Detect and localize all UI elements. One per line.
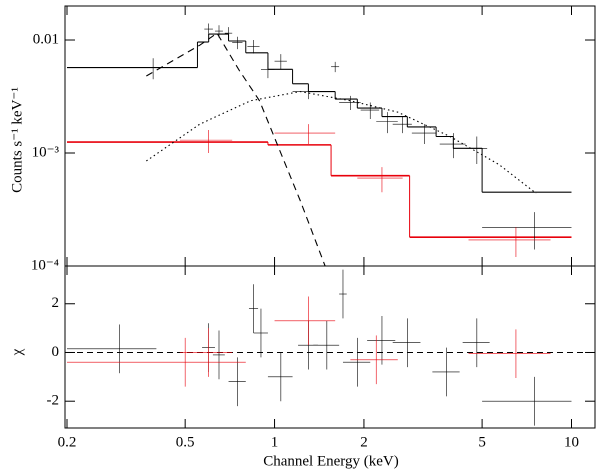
x-tick-label: 1 <box>271 434 279 450</box>
plot-frame <box>64 5 596 267</box>
y-tick-label: 10⁻⁴ <box>31 257 59 273</box>
y-tick-label: 0 <box>52 344 60 360</box>
x-tick-label: 5 <box>478 434 486 450</box>
x-tick-label: 10 <box>564 434 579 450</box>
x-tick-label: 0.2 <box>58 434 77 450</box>
model-component <box>146 32 326 266</box>
x-tick-label: 0.5 <box>176 434 195 450</box>
y-axis-label: Counts s⁻¹ keV⁻¹ <box>9 87 25 193</box>
x-axis-label: Channel Energy (keV) <box>263 453 399 469</box>
y-tick-label: -2 <box>47 393 60 409</box>
y-axis-label: χ <box>9 348 25 356</box>
y-tick-label: 2 <box>52 295 60 311</box>
y-tick-label: 0.01 <box>33 31 59 47</box>
x-tick-label: 2 <box>360 434 368 450</box>
y-tick-label: 10⁻³ <box>32 144 60 160</box>
plot-frame <box>64 265 596 429</box>
